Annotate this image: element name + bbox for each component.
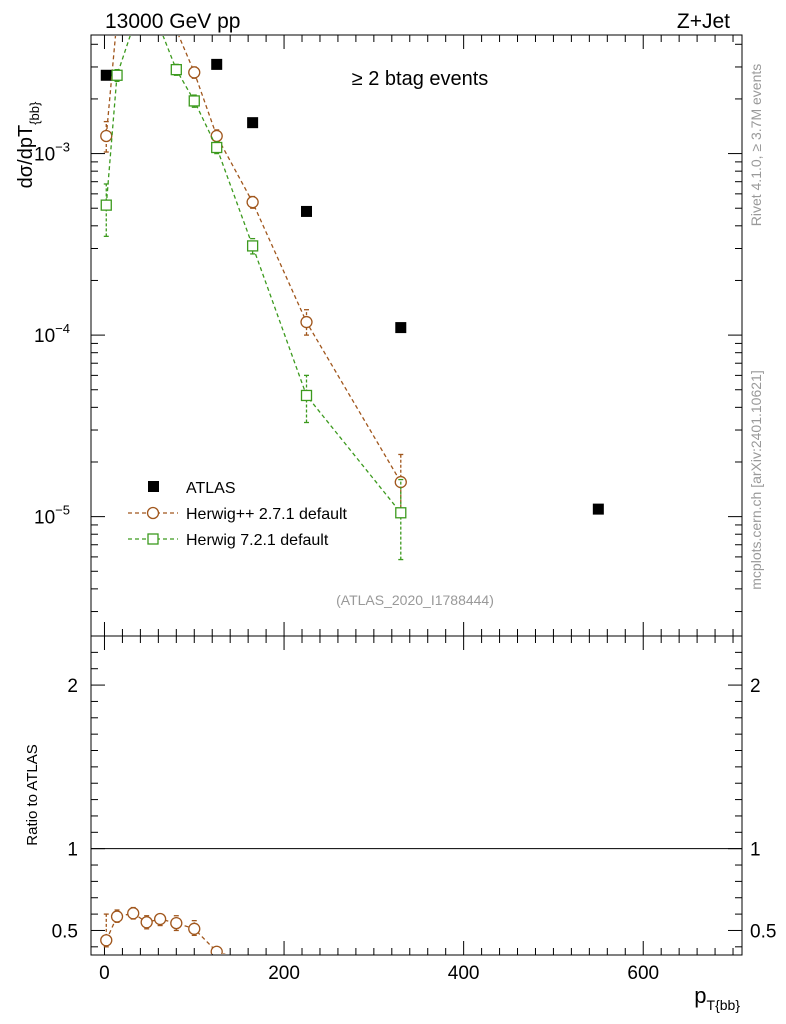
header-left: 13000 GeV pp [105, 10, 240, 33]
main-y-tick-label: 10−4 [34, 321, 70, 347]
x-tick-label: 400 [448, 963, 480, 984]
main-y-tick-label-exponent: −5 [55, 503, 70, 518]
main-y-tick-label: 10−3 [34, 140, 70, 166]
x-tick-label: 200 [268, 963, 300, 984]
ratio-herwigpp-point [247, 958, 258, 969]
main-x-ticks [103, 35, 734, 636]
rivet-version-label: Rivet 4.1.0, ≥ 3.7M events [748, 64, 764, 227]
ratio-y-tick-label: 2 [67, 676, 78, 697]
ratio-y-tick-label: 1 [67, 840, 78, 861]
main-herwig7-point [188, 95, 200, 107]
main-atlas-point [100, 69, 112, 81]
x-tick-label: 600 [627, 963, 659, 984]
main-herwigpp-point [300, 315, 313, 329]
main-y-tick-label-exponent: −3 [55, 140, 70, 155]
ratio-herwigpp-point [127, 907, 140, 920]
ratio-y-tick-label: 0.5 [52, 921, 78, 942]
ratio-herwigpp-point [188, 922, 201, 935]
x-axis-label-sub: T{bb} [707, 997, 741, 1013]
ratio-y-tick-label-right: 2 [750, 676, 761, 697]
ratio-herwigpp-point [153, 912, 167, 926]
main-y-tick-label-base: 10 [34, 326, 55, 347]
main-herwig7-point [246, 240, 259, 252]
main-atlas-point [301, 205, 313, 217]
x-axis-label: pT{bb} [694, 983, 740, 1013]
header-right: Z+Jet [677, 10, 730, 33]
ratio-y-tick-label-right: 1 [750, 840, 761, 861]
ratio-herwigpp-point [170, 916, 183, 930]
main-herwig7-point [170, 63, 182, 76]
ratio-herwigpp-point [110, 910, 124, 923]
main-y-axis-label-main: dσ/dpT [15, 125, 37, 189]
legend-marker-herwig7 [147, 533, 159, 545]
chart-title: ≥ 2 btag events [352, 68, 489, 90]
main-y-axis-label-sub: {bb} [27, 101, 42, 125]
ratio-y-tick-label-right: 0.5 [750, 921, 776, 942]
x-tick-label: 0 [99, 963, 110, 984]
main-herwig7-point [111, 69, 123, 81]
legend-marker-herwigpp [146, 506, 160, 520]
main-atlas-point [247, 117, 259, 129]
main-y-ticks: 10−510−410−310−210−1 [34, 43, 742, 613]
analysis-label: (ATLAS_2020_I1788444) [336, 592, 494, 608]
x-axis-label-main: p [694, 983, 706, 1008]
main-y-tick-label-base: 10 [34, 508, 55, 529]
legend: ATLAS Herwig++ 2.7.1 default Herwig 7.2.… [128, 480, 348, 549]
main-herwig7-point [300, 389, 313, 402]
ratio-herwigpp-point [210, 945, 223, 954]
main-y-tick-label-exponent: −4 [55, 321, 70, 336]
ratio-y-ticks: 0.5 0.5 1 1 2 2 [52, 635, 776, 948]
ratio-herwigpp-point [100, 934, 113, 947]
main-atlas-point [592, 503, 604, 515]
main-herwig7-point [211, 141, 223, 154]
main-atlas-point [211, 58, 223, 70]
ratio-x-ticks: 0 200 400 600 [99, 636, 734, 984]
legend-marker-atlas [148, 481, 159, 492]
ratio-herwigpp-point [140, 916, 153, 929]
legend-label-atlas: ATLAS [186, 480, 236, 497]
legend-label-herwig7: Herwig 7.2.1 default [186, 532, 329, 549]
main-herwigpp-point [155, 0, 166, 6]
legend-label-herwigpp: Herwig++ 2.7.1 default [186, 506, 348, 523]
main-y-tick-label: 10−5 [34, 503, 70, 529]
main-herwig7-line [105, 36, 402, 514]
main-herwig7-point [100, 199, 112, 211]
main-y-tick-label-base: 10 [34, 145, 55, 166]
main-y-axis-label: dσ/dpT{bb} [15, 101, 42, 188]
main-herwigpp-point [188, 66, 201, 79]
main-herwigpp-point [246, 196, 259, 209]
ratio-y-axis-label: Ratio to ATLAS [24, 744, 41, 845]
mcplots-label: mcplots.cern.ch [arXiv:2401.10621] [748, 370, 764, 589]
main-herwigpp-point [100, 129, 113, 143]
main-herwig7-point [395, 507, 407, 519]
ratio-frame [90, 635, 743, 956]
main-atlas-point [395, 322, 407, 334]
